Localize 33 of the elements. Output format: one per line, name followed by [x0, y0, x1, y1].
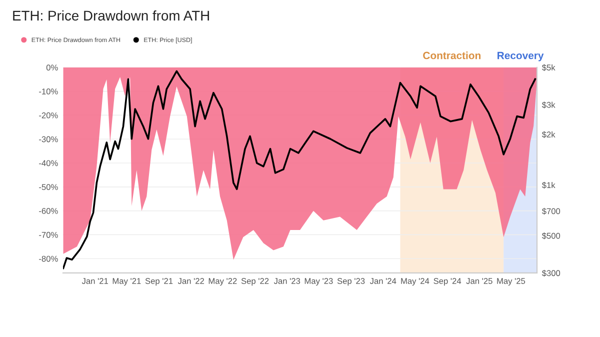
- y-tick-label: -20%: [39, 112, 58, 118]
- chart-title: ETH: Price Drawdown from ATH: [13, 10, 209, 21]
- x-tick-label: May '21: [112, 278, 141, 286]
- x-tick-label: May '22: [208, 278, 237, 286]
- x-tick-label: May '25: [497, 278, 526, 286]
- x-tick-label: Jan '24: [370, 278, 396, 284]
- x-tick-label: Jan '23: [274, 278, 300, 284]
- y2-tick-label: $5k: [542, 64, 556, 71]
- y-tick-label: -50%: [39, 184, 58, 190]
- x-tick-label: Sep '23: [337, 278, 365, 286]
- y-tick-label: -60%: [39, 208, 58, 214]
- y2-tick-label: $2k: [542, 131, 556, 138]
- y-tick-label: -40%: [39, 160, 58, 166]
- y2-tick-label: $700: [542, 208, 560, 215]
- x-tick-label: Sep '24: [434, 278, 462, 286]
- x-tick-label: Jan '22: [178, 278, 204, 284]
- band-label: Recovery: [498, 52, 544, 62]
- y-tick-label: -30%: [39, 136, 58, 142]
- x-tick-label: Jan '25: [466, 278, 492, 284]
- y2-tick-label: $1k: [542, 182, 556, 189]
- y2-tick-label: $500: [542, 232, 560, 240]
- y-tick-label: -70%: [39, 232, 58, 238]
- y2-tick-label: $300: [542, 270, 560, 277]
- y2-tick-label: $3k: [542, 102, 556, 108]
- x-tick-label: May '24: [401, 278, 430, 286]
- x-tick-label: Sep '22: [241, 278, 269, 286]
- x-tick-label: May '23: [304, 278, 333, 286]
- y-tick-label: 0%: [46, 64, 58, 70]
- x-tick-label: Jan '21: [82, 278, 108, 284]
- x-tick-label: Sep '21: [145, 278, 173, 286]
- band-label: Contraction: [423, 52, 480, 60]
- y-tick-label: -10%: [39, 88, 58, 94]
- y-tick-label: -80%: [39, 256, 58, 262]
